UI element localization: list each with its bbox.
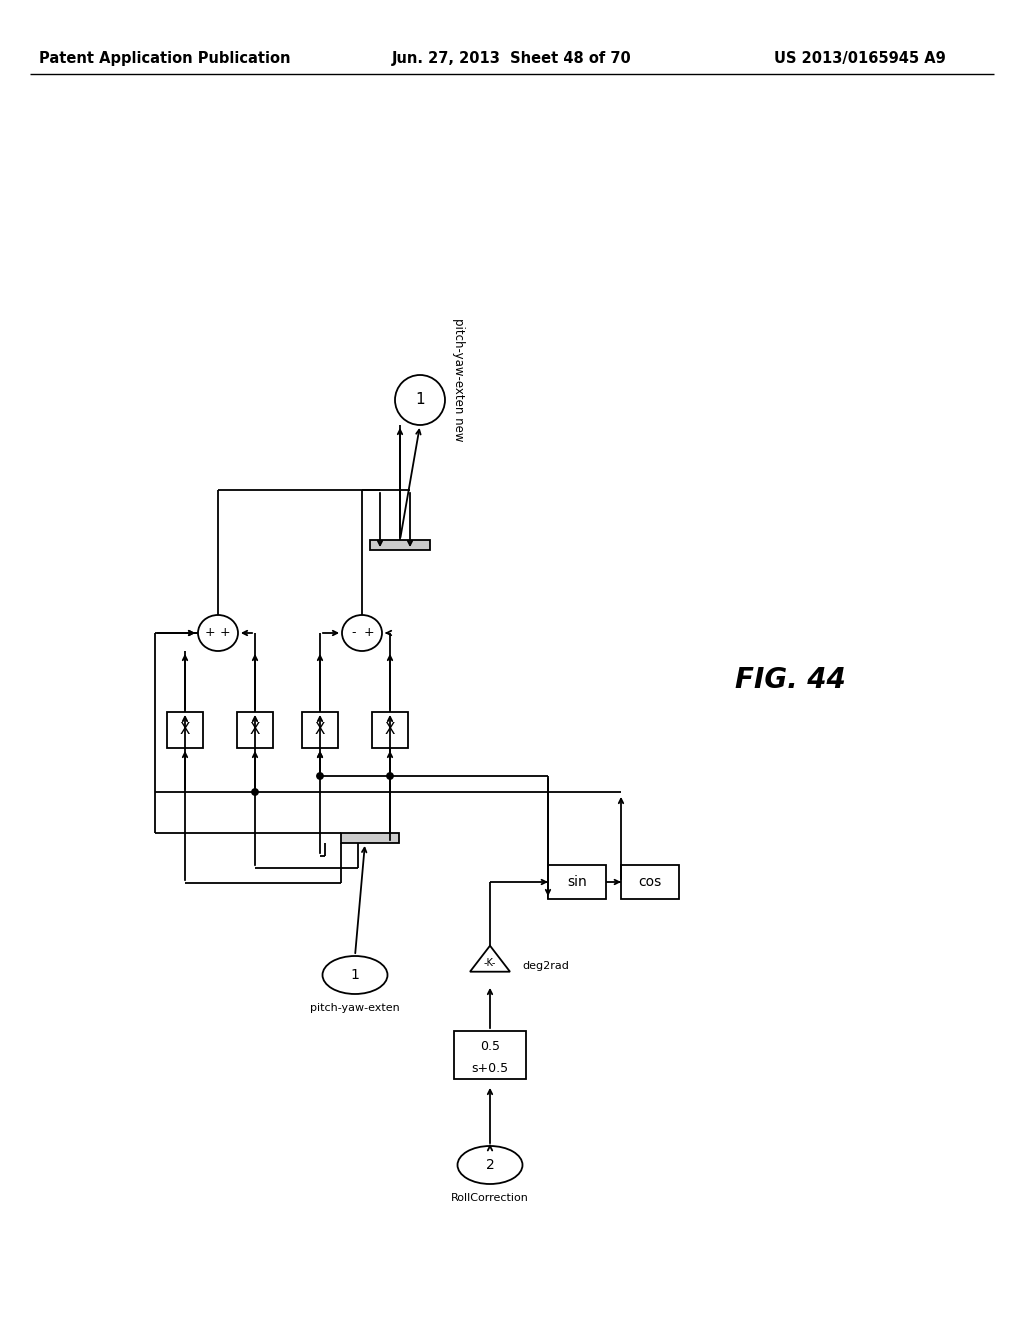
Text: s+0.5: s+0.5	[471, 1063, 509, 1076]
Bar	[341, 833, 399, 843]
Bar	[372, 711, 408, 748]
Ellipse shape	[323, 956, 387, 994]
Text: pitch-yaw-exten: pitch-yaw-exten	[310, 1003, 400, 1012]
Bar	[237, 711, 273, 748]
Text: 1: 1	[350, 968, 359, 982]
Text: X: X	[250, 722, 260, 738]
Text: Patent Application Publication: Patent Application Publication	[39, 50, 291, 66]
Bar	[302, 711, 338, 748]
Polygon shape	[470, 945, 510, 972]
Circle shape	[317, 774, 323, 779]
Text: X: X	[314, 722, 326, 738]
Bar	[454, 1031, 526, 1078]
Ellipse shape	[342, 615, 382, 651]
Text: -: -	[352, 627, 356, 639]
Text: +: +	[205, 627, 215, 639]
Text: FIG. 44: FIG. 44	[734, 667, 846, 694]
Text: pitch-yaw-exten new: pitch-yaw-exten new	[452, 318, 465, 442]
Text: deg2rad: deg2rad	[522, 961, 569, 972]
Text: RollCorrection: RollCorrection	[451, 1193, 529, 1203]
Text: 2: 2	[485, 1158, 495, 1172]
Text: -K-: -K-	[483, 958, 497, 968]
Text: X: X	[180, 722, 190, 738]
Text: Jun. 27, 2013  Sheet 48 of 70: Jun. 27, 2013 Sheet 48 of 70	[392, 50, 632, 66]
Bar	[621, 865, 679, 899]
Circle shape	[395, 375, 445, 425]
Text: sin: sin	[567, 875, 587, 888]
Ellipse shape	[458, 1146, 522, 1184]
Text: +: +	[364, 627, 375, 639]
Text: 0.5: 0.5	[480, 1040, 500, 1053]
Bar	[167, 711, 203, 748]
Text: US 2013/0165945 A9: US 2013/0165945 A9	[774, 50, 946, 66]
Text: cos: cos	[638, 875, 662, 888]
Text: 1: 1	[415, 392, 425, 408]
Circle shape	[387, 774, 393, 779]
Ellipse shape	[198, 615, 238, 651]
Text: X: X	[385, 722, 395, 738]
Bar	[370, 540, 430, 550]
Bar	[548, 865, 606, 899]
Text: +: +	[220, 627, 230, 639]
Circle shape	[252, 789, 258, 795]
